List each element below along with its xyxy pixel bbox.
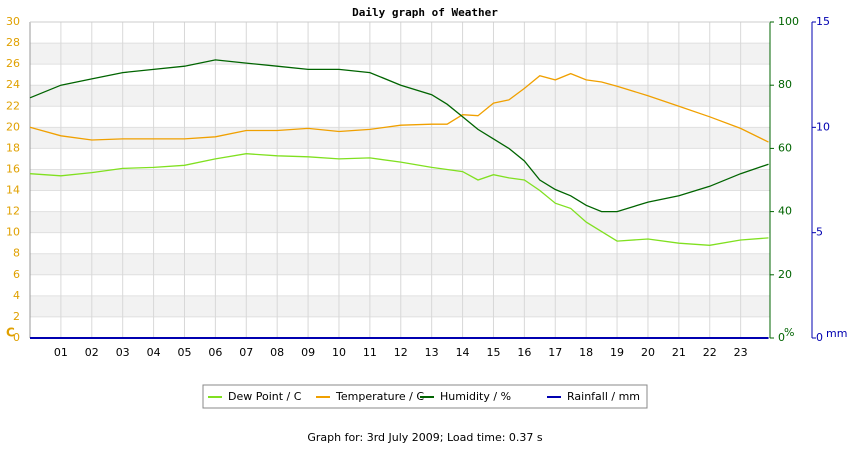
y3-tick-label: 5 (816, 226, 823, 239)
chart-title: Daily graph of Weather (352, 6, 498, 19)
x-tick-label: 12 (394, 346, 408, 359)
x-tick-label: 03 (116, 346, 130, 359)
y3-tick-label: 0 (816, 331, 823, 344)
grid-band (30, 211, 770, 233)
x-tick-label: 18 (579, 346, 593, 359)
series-line (29, 59, 769, 213)
x-tick-label: 06 (208, 346, 222, 359)
x-tick-label: 13 (425, 346, 439, 359)
y2-tick-label: 40 (778, 205, 792, 218)
legend-label: Rainfall / mm (567, 390, 640, 403)
y-tick-label: 26 (6, 57, 20, 70)
x-tick-label: 14 (456, 346, 470, 359)
x-tick-label: 19 (610, 346, 624, 359)
x-tick-label: 23 (734, 346, 748, 359)
series-line (29, 153, 769, 246)
y-tick-label: 10 (6, 226, 20, 239)
y3-axis-label: mm (826, 327, 847, 340)
y-tick-label: 28 (6, 36, 20, 49)
y-tick-label: 24 (6, 78, 20, 91)
x-tick-label: 04 (147, 346, 161, 359)
y-tick-label: 4 (13, 289, 20, 302)
x-tick-label: 22 (703, 346, 717, 359)
footer: Graph for: 3rd July 2009; Load time: 0.3… (307, 431, 543, 444)
y-tick-label: 14 (6, 184, 20, 197)
grid-band (30, 295, 770, 317)
x-tick-label: 09 (301, 346, 315, 359)
grid-band (30, 169, 770, 191)
y-tick-label: 20 (6, 120, 20, 133)
grid-band (30, 253, 770, 275)
x-tick-label: 10 (332, 346, 346, 359)
series-line (29, 72, 769, 143)
y2-tick-label: 60 (778, 141, 792, 154)
x-tick-label: 15 (486, 346, 500, 359)
grid-band (30, 43, 770, 65)
y3-tick-label: 15 (816, 15, 830, 28)
y2-tick-label: 20 (778, 268, 792, 281)
x-tick-label: 02 (85, 346, 99, 359)
grid-band (30, 85, 770, 107)
x-tick-label: 21 (672, 346, 686, 359)
y2-tick-label: 100 (778, 15, 799, 28)
y-tick-label: 2 (13, 310, 20, 323)
y2-tick-label: 0 (778, 331, 785, 344)
y-tick-label: 0 (13, 331, 20, 344)
x-tick-label: 07 (239, 346, 253, 359)
x-tick-label: 20 (641, 346, 655, 359)
y-tick-label: 22 (6, 99, 20, 112)
x-tick-label: 05 (177, 346, 191, 359)
y-tick-label: 30 (6, 15, 20, 28)
x-tick-label: 08 (270, 346, 284, 359)
y-axis-label: C (6, 326, 15, 340)
y-tick-label: 8 (13, 247, 20, 260)
y2-tick-label: 80 (778, 78, 792, 91)
y-tick-label: 16 (6, 162, 20, 175)
x-tick-label: 16 (517, 346, 531, 359)
legend-label: Humidity / % (440, 390, 511, 403)
x-tick-label: 17 (548, 346, 562, 359)
grid-band (30, 127, 770, 149)
legend-label: Dew Point / C (228, 390, 302, 403)
y-tick-label: 12 (6, 205, 20, 218)
y2-axis-label: % (784, 326, 794, 339)
y3-tick-label: 10 (816, 120, 830, 133)
x-tick-label: 01 (54, 346, 68, 359)
x-tick-label: 11 (363, 346, 377, 359)
y-tick-label: 6 (13, 268, 20, 281)
legend-label: Temperature / C (335, 390, 424, 403)
y-tick-label: 18 (6, 141, 20, 154)
